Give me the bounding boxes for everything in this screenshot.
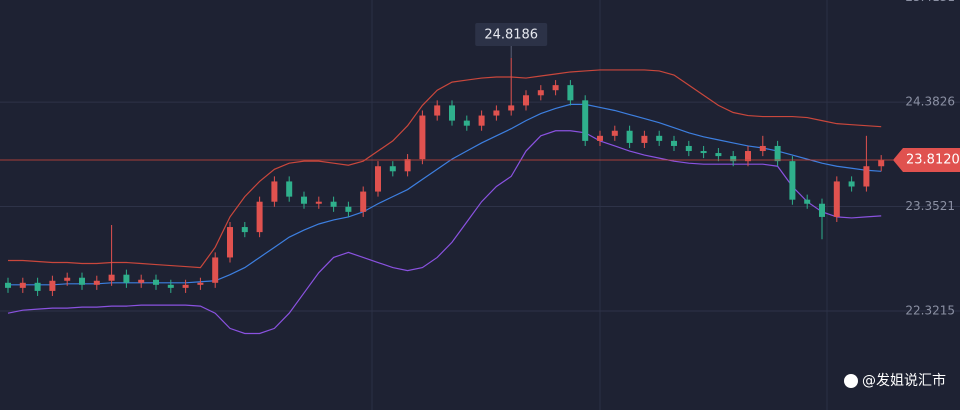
candle-body [79,277,85,285]
candle-body [774,145,781,162]
candle-body [552,85,559,91]
candle-body [360,191,367,212]
candle-body [715,153,722,157]
candle-body [108,274,115,281]
candle-body [626,130,633,143]
candle-body [123,274,130,283]
band-line [8,103,882,286]
candle-body [5,282,11,288]
candle-body [449,105,455,121]
candle-body [685,145,692,152]
vertical-grid [371,0,828,410]
last-price-tag [893,147,960,172]
candle-body [656,135,663,141]
candle-body [463,120,470,126]
candle-body [315,201,322,204]
candle-body [863,166,870,187]
candle-body [182,284,189,288]
candle-body [434,105,441,116]
band-line [8,69,882,269]
candle-body [745,151,751,162]
candle-body [389,166,396,172]
candle-body [19,282,26,288]
candle-body [301,196,307,204]
candle-body [49,280,56,291]
y-tick-label: 24.3826 [905,95,955,109]
candle-body [819,203,825,217]
candle-body [241,227,248,233]
candle-body [611,130,618,136]
candle-body [641,135,648,143]
watermark-icon [844,374,858,388]
max-label: 24.8186 [484,28,538,43]
candle-body [419,115,426,160]
candle-body [138,279,145,283]
plot: 22.3215 23.3521 24.3826 25.4131 23.8120 24.81… [0,0,960,335]
candle-body [582,100,589,141]
candle-body [64,277,71,281]
max-label-box [475,23,548,46]
candle-body [789,161,796,200]
candle-body [804,199,811,204]
candle-body [212,257,219,283]
candle-body [256,201,263,233]
candle-body [537,90,544,96]
candle-body [597,135,603,141]
candle-body [153,279,159,285]
watermark: @发姐说汇市 [862,372,946,389]
candle-body [671,140,677,146]
y-tick-label: 22.3215 [905,304,955,318]
candle-body [478,115,485,126]
candle-body [848,181,855,187]
y-tick-label: 23.3521 [905,199,955,213]
candle-body [567,85,574,101]
candle-body [730,156,737,162]
y-tick-label: 25.4131 [905,0,955,4]
last-price-label: 23.8120 [906,152,960,167]
candle-body [375,166,381,192]
candle-body [508,105,515,111]
candle-body [286,181,293,197]
band-line [7,130,882,335]
candle-body [700,151,707,154]
candle-body [271,181,278,202]
candle-body [878,159,885,167]
candle-body [759,145,766,152]
candle-body [833,181,840,217]
candle-body [167,284,174,288]
candle-body [523,95,529,106]
candle-body [197,282,204,285]
candle-body [34,282,41,291]
candle-body [493,110,500,116]
candle-body [93,280,100,285]
candle-body [227,227,233,258]
candle-body [345,206,352,212]
candle-body [404,159,411,172]
candle-body [330,201,337,207]
